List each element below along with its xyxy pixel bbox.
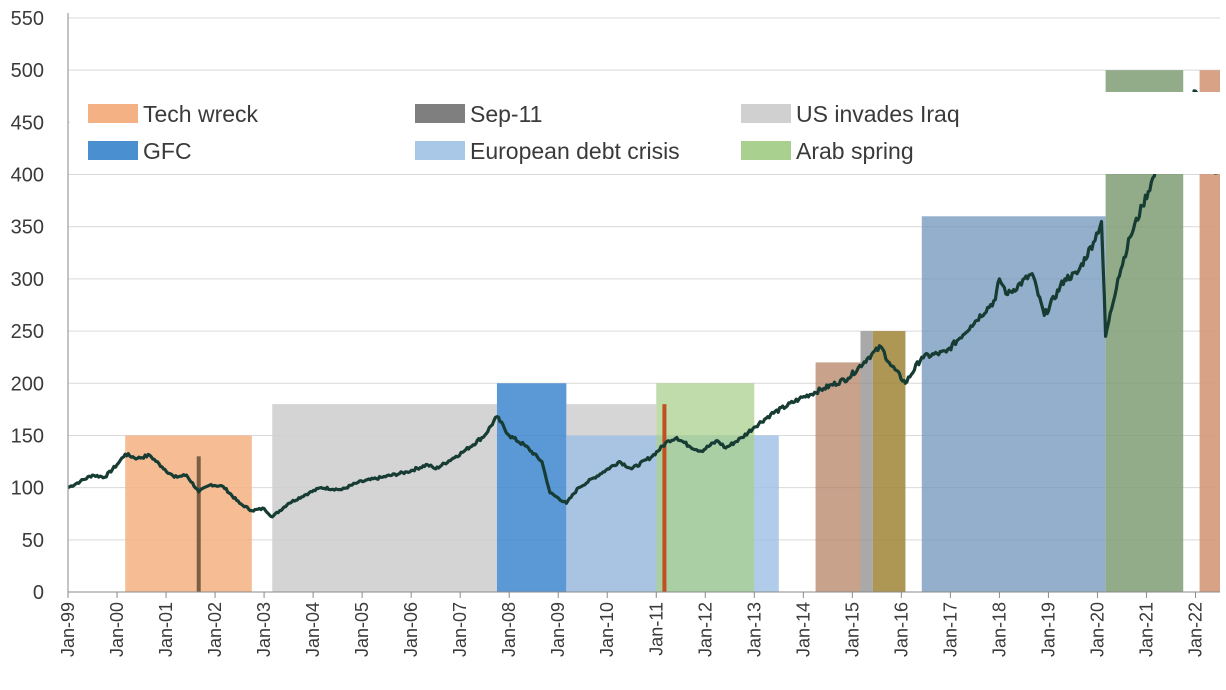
legend-swatch (415, 141, 465, 160)
x-tick-label: Jan-14 (793, 602, 813, 657)
x-tick-label: Jan-10 (597, 602, 617, 657)
shaded-period (860, 331, 873, 592)
x-tick-label: Jan-12 (695, 602, 715, 657)
series-line (67, 89, 1218, 519)
x-tick-label: Jan-16 (891, 602, 911, 657)
shaded-period (496, 383, 567, 592)
x-tick-label: Jan-15 (842, 602, 862, 657)
y-tick-label: 550 (11, 8, 44, 30)
legend-label: Sep-11 (470, 101, 542, 127)
x-tick-label: Jan-20 (1087, 602, 1107, 657)
shaded-period (656, 383, 755, 592)
x-tick-label: Jan-02 (205, 602, 225, 657)
legend-swatch (88, 104, 138, 123)
legend-swatch (741, 104, 791, 123)
shaded-period (921, 216, 1106, 593)
shaded-period (272, 404, 497, 592)
shaded-period (815, 362, 861, 592)
legend-label: European debt crisis (470, 138, 680, 164)
event-lines (196, 404, 667, 592)
x-tick-label: Jan-00 (107, 602, 127, 657)
x-tick-label: Jan-07 (450, 602, 470, 657)
legend-label: GFC (143, 138, 192, 164)
legend-label: US invades Iraq (796, 101, 960, 127)
x-tick-label: Jan-21 (1136, 602, 1156, 657)
x-tick-label: Jan-13 (744, 602, 764, 657)
x-tick-label: Jan-22 (1185, 602, 1205, 657)
shaded-period (125, 435, 252, 592)
legend-label: Arab spring (796, 138, 914, 164)
x-tick-label: Jan-17 (940, 602, 960, 657)
x-tick-label: Jan-18 (989, 602, 1009, 657)
y-tick-label: 300 (11, 269, 44, 291)
y-tick-label: 400 (11, 165, 44, 187)
y-axis-ticks: 0 50 100 150 200 250 300 350 400 450 500 550 (11, 8, 44, 604)
y-tick-label: 200 (11, 373, 44, 395)
y-tick-label: 0 (33, 582, 44, 604)
event-line (662, 404, 667, 592)
axes (67, 13, 1220, 593)
x-tick-label: Jan-11 (646, 602, 666, 656)
legend-background (70, 92, 1222, 174)
y-tick-label: 100 (11, 478, 44, 500)
legend-swatch (415, 104, 465, 123)
y-tick-label: 250 (11, 321, 44, 343)
x-tick-label: Jan-06 (401, 602, 421, 657)
x-tick-label: Jan-08 (499, 602, 519, 657)
legend-swatch (88, 141, 138, 160)
x-tick-label: Jan-04 (303, 602, 323, 657)
shaded-period (1199, 70, 1220, 592)
x-tick-label: Jan-09 (548, 602, 568, 657)
y-tick-label: 500 (11, 60, 44, 82)
x-tick-label: Jan-01 (156, 602, 176, 657)
y-tick-label: 150 (11, 425, 44, 447)
x-tick-label: Jan-05 (352, 602, 372, 657)
series-group (67, 89, 1218, 519)
x-tick-label: Jan-99 (58, 602, 78, 657)
legend-label: Tech wreck (143, 101, 259, 127)
x-axis-ticks: Jan-99 Jan-00 Jan-01 Jan-02 Jan-03 Jan-04 Jan-… (58, 592, 1205, 657)
legend: Tech wreck Sep-11 US invades Iraq GFC Europe… (70, 92, 1222, 174)
y-tick-label: 50 (22, 530, 44, 552)
x-tick-label: Jan-03 (254, 602, 274, 657)
legend-swatch (741, 141, 791, 160)
y-tick-label: 350 (11, 217, 44, 239)
shaded-period (872, 331, 906, 592)
y-tick-label: 450 (11, 112, 44, 134)
x-tick-label: Jan-19 (1038, 602, 1058, 657)
event-line (196, 456, 201, 592)
